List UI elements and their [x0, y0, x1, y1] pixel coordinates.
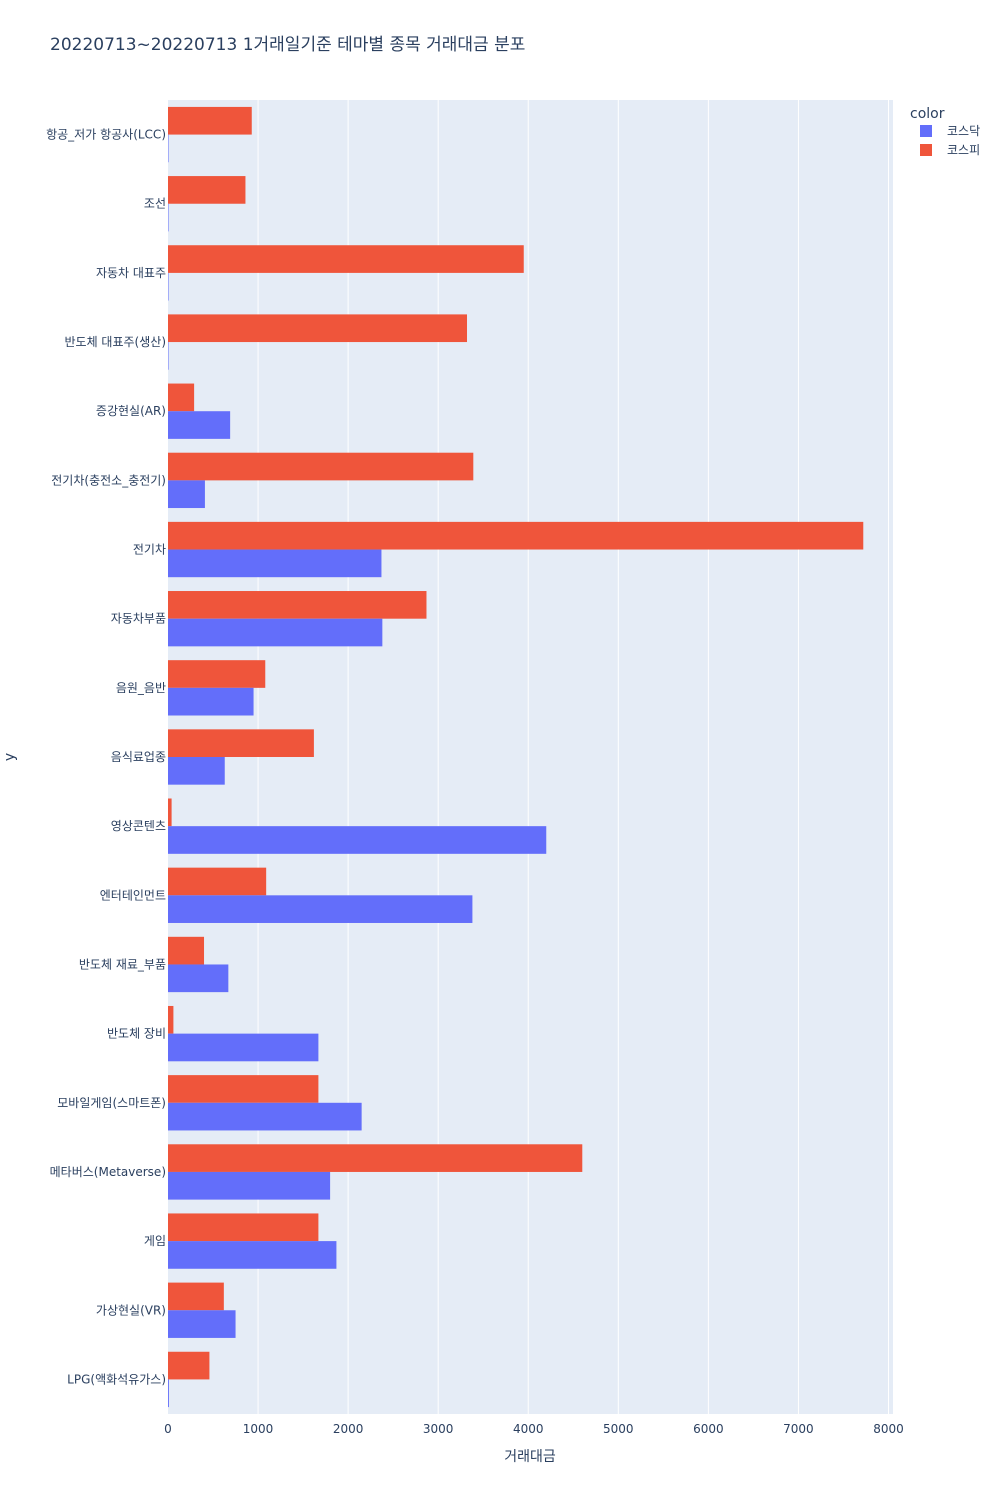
- bar-코스피[interactable]: [168, 1351, 210, 1380]
- y-tick-label: 증강현실(AR): [96, 404, 166, 418]
- y-tick-label: 모바일게임(스마트폰): [57, 1096, 166, 1110]
- bars: [168, 106, 864, 1408]
- bar-코스닥[interactable]: [168, 480, 205, 509]
- bar-코스피[interactable]: [168, 1213, 319, 1242]
- y-tick-label: 음식료업종: [111, 750, 166, 764]
- bar-코스피[interactable]: [168, 106, 252, 135]
- x-tick-label: 6000: [693, 1422, 724, 1436]
- legend-title: color: [910, 106, 945, 122]
- x-tick-label: 1000: [243, 1422, 274, 1436]
- bar-코스닥[interactable]: [168, 342, 169, 370]
- y-tick-label: 항공_저가 항공사(LCC): [46, 128, 166, 142]
- bar-코스닥[interactable]: [168, 203, 169, 232]
- bar-코스피[interactable]: [168, 660, 266, 688]
- bar-코스닥[interactable]: [168, 687, 254, 716]
- bar-코스닥[interactable]: [168, 1102, 362, 1131]
- bar-코스닥[interactable]: [168, 1171, 331, 1200]
- y-tick-label: 자동차 대표주: [96, 266, 166, 280]
- bar-코스피[interactable]: [168, 452, 474, 481]
- y-tick-label: LPG(액화석유가스): [67, 1372, 166, 1386]
- bar-코스닥[interactable]: [168, 1033, 319, 1062]
- bar-코스피[interactable]: [168, 1144, 583, 1172]
- y-tick-label: 전기차: [133, 543, 166, 557]
- bar-코스피[interactable]: [168, 314, 468, 343]
- bar-코스피[interactable]: [168, 245, 524, 273]
- bar-코스닥[interactable]: [168, 272, 169, 301]
- y-axis-title: y: [2, 753, 18, 761]
- bar-코스닥[interactable]: [168, 895, 473, 923]
- y-tick-label: 음원_음반: [116, 681, 166, 695]
- bar-코스피[interactable]: [168, 1075, 319, 1103]
- y-tick-label: 메타버스(Metaverse): [50, 1165, 166, 1179]
- y-tick-label: 조선: [144, 197, 166, 211]
- bar-코스닥[interactable]: [168, 1379, 169, 1408]
- y-tick-label: 영상콘텐츠: [111, 819, 166, 833]
- y-tick-label: 반도체 대표주(생산): [65, 335, 167, 349]
- bar-코스닥[interactable]: [168, 1241, 337, 1269]
- bar-코스피[interactable]: [168, 591, 427, 619]
- bar-코스피[interactable]: [168, 867, 267, 896]
- x-tick-label: 3000: [423, 1422, 454, 1436]
- bar-코스닥[interactable]: [168, 964, 229, 993]
- x-tick-label: 2000: [333, 1422, 364, 1436]
- bar-코스닥[interactable]: [168, 411, 231, 439]
- bar-코스닥[interactable]: [168, 826, 547, 854]
- bar-코스닥[interactable]: [168, 757, 225, 785]
- bar-코스피[interactable]: [168, 798, 172, 827]
- x-tick-label: 7000: [783, 1422, 814, 1436]
- bar-코스닥[interactable]: [168, 1310, 236, 1338]
- bar-코스닥[interactable]: [168, 549, 382, 578]
- bar-코스닥[interactable]: [168, 134, 169, 163]
- x-tick-label: 8000: [873, 1422, 904, 1436]
- legend-label[interactable]: 코스닥: [947, 124, 980, 138]
- y-tick-label: 전기차(충전소_충전기): [51, 473, 166, 487]
- bar-코스피[interactable]: [168, 383, 195, 412]
- y-tick-label: 반도체 장비: [107, 1027, 166, 1041]
- bar-코스피[interactable]: [168, 936, 205, 965]
- x-tick-label: 4000: [513, 1422, 544, 1436]
- y-tick-label: 가상현실(VR): [96, 1303, 166, 1317]
- x-tick-label: 5000: [603, 1422, 634, 1436]
- chart-title: 20220713~20220713 1거래일기준 테마별 종목 거래대금 분포: [50, 35, 525, 55]
- x-tick-labels: 0 1000 2000 3000 4000 5000 6000 7000 8000: [164, 1422, 904, 1436]
- x-axis-title: 거래대금: [504, 1449, 556, 1465]
- y-tick-label: 자동차부품: [111, 612, 166, 626]
- bar-코스피[interactable]: [168, 1282, 224, 1311]
- bar-코스피[interactable]: [168, 521, 864, 550]
- y-tick-label: 게임: [144, 1234, 166, 1248]
- legend-swatch[interactable]: [920, 144, 932, 156]
- bar-코스피[interactable]: [168, 1005, 174, 1034]
- bar-코스닥[interactable]: [168, 618, 383, 647]
- x-tick-label: 0: [164, 1422, 172, 1436]
- y-tick-label: 반도체 재료_부품: [79, 957, 166, 971]
- bar-코스피[interactable]: [168, 176, 246, 204]
- bar-코스피[interactable]: [168, 729, 314, 757]
- y-tick-label: 엔터테인먼트: [100, 888, 166, 902]
- legend-swatch[interactable]: [920, 125, 932, 137]
- legend-label[interactable]: 코스피: [947, 143, 980, 157]
